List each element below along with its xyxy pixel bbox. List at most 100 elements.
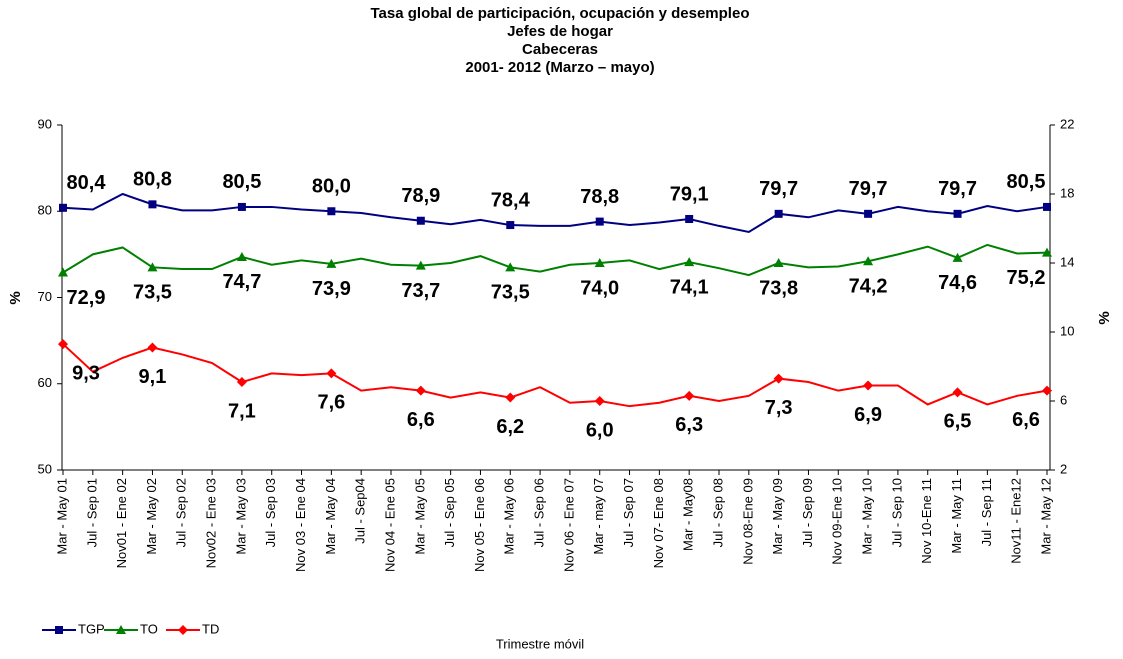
x-axis-label: Trimestre móvil	[496, 636, 584, 651]
x-tick-label: Mar - May 09	[770, 478, 785, 555]
marker	[953, 209, 962, 218]
marker	[237, 202, 246, 211]
x-tick-label: Nov 04 - Ene 05	[382, 478, 397, 572]
data-label: 80,4	[67, 172, 107, 194]
marker	[864, 209, 873, 218]
x-tick-label: Mar - May 03	[233, 478, 248, 555]
marker	[1043, 202, 1051, 211]
data-label: 73,7	[401, 280, 440, 302]
data-label: 78,4	[491, 189, 531, 211]
data-label: 9,1	[139, 366, 167, 388]
x-tick-label: Jul - Sep 06	[532, 478, 547, 547]
data-label: 80,5	[222, 171, 261, 193]
data-label: 74,0	[580, 277, 619, 299]
marker	[863, 380, 874, 391]
data-label: 6,2	[496, 416, 524, 438]
marker	[952, 387, 963, 398]
x-tick-label: Jul - Sep 07	[621, 478, 636, 547]
marker	[236, 251, 247, 261]
y2-tick-label: 18	[1060, 185, 1074, 200]
data-label: 73,8	[759, 277, 798, 299]
y2-tick-label: 22	[1060, 116, 1074, 131]
data-label: 80,8	[133, 169, 172, 191]
marker	[326, 258, 337, 268]
legend-label: TGP	[78, 621, 105, 636]
chart-title: 2001- 2012 (Marzo – mayo)	[465, 59, 654, 76]
data-label: 6,6	[407, 409, 435, 431]
data-label: 73,5	[133, 282, 172, 304]
x-tick-label: Jul - Sep 01	[84, 478, 99, 547]
x-tick-label: Nov 10-Ene 11	[919, 478, 934, 564]
y2-tick-label: 2	[1060, 461, 1067, 476]
marker	[148, 200, 157, 209]
y-tick-label: 60	[38, 375, 52, 390]
data-label: 7,3	[765, 397, 793, 419]
marker	[1042, 247, 1052, 257]
x-tick-label: Nov 03 - Ene 04	[293, 478, 308, 572]
marker	[59, 203, 67, 212]
data-label: 9,3	[72, 362, 100, 384]
marker	[147, 342, 158, 353]
chart-title: Cabeceras	[522, 41, 598, 58]
data-label: 7,6	[317, 392, 345, 414]
marker	[774, 209, 783, 218]
x-tick-label: Mar - May 05	[412, 478, 427, 555]
y2-axis-label: %	[1096, 311, 1113, 324]
y-tick-label: 80	[38, 203, 52, 218]
marker	[147, 262, 158, 272]
x-tick-label: Mar - May 10	[860, 478, 875, 555]
data-label: 79,7	[938, 178, 977, 200]
marker	[178, 625, 188, 635]
x-tick-label: Mar - May 11	[949, 478, 964, 554]
data-label: 79,7	[849, 178, 888, 200]
marker	[684, 257, 695, 267]
legend-label: TO	[140, 621, 158, 636]
x-tick-label: Jul - Sep 05	[442, 478, 457, 547]
y-tick-label: 90	[38, 116, 52, 131]
data-label: 6,0	[586, 419, 614, 441]
marker	[55, 626, 63, 634]
marker	[58, 339, 68, 350]
marker	[505, 262, 516, 272]
data-label: 78,8	[580, 186, 619, 208]
y2-tick-label: 10	[1060, 323, 1074, 338]
data-label: 79,7	[759, 178, 798, 200]
marker	[415, 260, 426, 270]
x-tick-label: Jul - Sep 08	[710, 478, 725, 547]
y-axis-label: %	[7, 291, 24, 304]
data-label: 74,2	[849, 276, 888, 298]
x-tick-label: Nov 07- Ene 08	[651, 478, 666, 568]
x-tick-label: Jul - Sep 09	[800, 478, 815, 547]
marker	[594, 396, 605, 406]
marker	[1042, 385, 1052, 396]
series-line	[62, 243, 1048, 277]
x-tick-label: Jul - Sep 02	[174, 478, 189, 547]
marker	[595, 217, 604, 226]
marker	[684, 390, 695, 401]
y2-tick-label: 14	[1060, 254, 1074, 269]
data-label: 73,9	[312, 278, 351, 300]
data-label: 80,0	[312, 176, 351, 198]
data-label: 6,3	[675, 414, 703, 436]
x-tick-label: Nov 05 - Ene 06	[472, 478, 487, 572]
data-label: 74,1	[670, 276, 709, 298]
x-tick-label: Nov 08-Ene 09	[740, 478, 755, 565]
marker	[505, 392, 516, 403]
marker	[116, 625, 126, 634]
data-label: 78,9	[401, 185, 440, 207]
x-tick-label: Jul - Sep 03	[263, 478, 278, 547]
x-tick-label: Nov 06 - Ene 07	[561, 478, 576, 572]
marker	[326, 368, 337, 379]
marker	[236, 377, 247, 388]
x-tick-label: Nov11 - Ene12	[1009, 478, 1024, 564]
marker	[327, 207, 336, 216]
x-tick-label: Nov01 - Ene 02	[114, 478, 129, 568]
chart-title: Jefes de hogar	[507, 23, 613, 40]
marker	[685, 215, 694, 224]
data-label: 6,9	[854, 404, 882, 426]
marker	[416, 216, 425, 225]
marker	[594, 258, 605, 267]
legend-label: TD	[202, 621, 219, 636]
